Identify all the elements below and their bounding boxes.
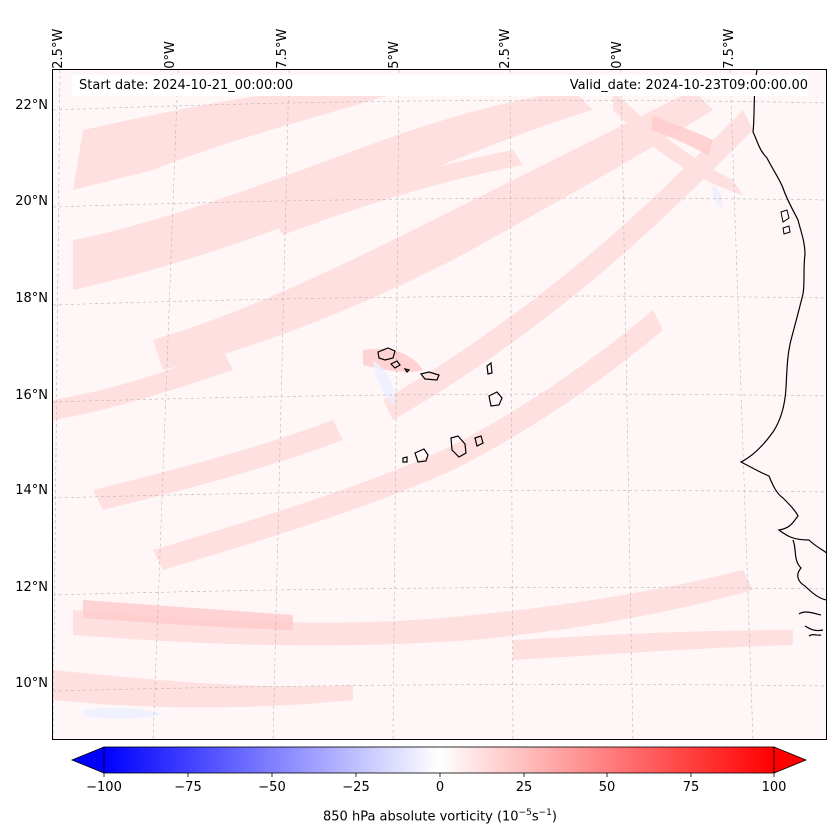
island-outlines xyxy=(377,347,503,463)
lat-tick-18n: 18°N xyxy=(15,291,48,306)
africa-coastline-south xyxy=(792,539,826,637)
date-header-bar xyxy=(72,75,808,96)
colorbar-gradient xyxy=(103,746,775,774)
vorticity-field xyxy=(53,70,826,739)
valid-date-label: Valid_date: 2024-10-23T09:00:00.00 xyxy=(569,78,808,93)
colorbar-tick-neg75: −75 xyxy=(174,780,202,795)
colorbar-min-extend xyxy=(70,746,105,774)
colorbar-tick-50: 50 xyxy=(598,780,616,795)
colorbar-tick-25: 25 xyxy=(515,780,533,795)
colorbar-tick-neg25: −25 xyxy=(342,780,370,795)
map-gridlines xyxy=(53,70,826,739)
lat-tick-12n: 12°N xyxy=(15,580,48,595)
lat-tick-20n: 20°N xyxy=(15,194,48,209)
colorbar-max-extend xyxy=(773,746,808,774)
africa-coastline xyxy=(739,70,826,554)
colorbar-tick-100: 100 xyxy=(761,780,787,795)
colorbar-label: 850 hPa absolute vorticity (10−5s−1) xyxy=(323,808,557,825)
negative-vorticity-patches xyxy=(83,185,723,719)
lat-tick-22n: 22°N xyxy=(15,98,48,113)
colorbar-tick-75: 75 xyxy=(682,780,700,795)
lat-tick-10n: 10°N xyxy=(15,676,48,691)
positive-vorticity-bands xyxy=(53,80,793,708)
map-plot-area xyxy=(52,69,827,740)
colorbar-tick-neg50: −50 xyxy=(258,780,286,795)
colorbar-tick-neg100: −100 xyxy=(86,780,122,795)
lat-tick-14n: 14°N xyxy=(15,483,48,498)
colorbar-tick-0: 0 xyxy=(435,780,445,795)
lat-tick-16n: 16°N xyxy=(15,388,48,403)
coastal-islets xyxy=(780,209,791,235)
colorbar xyxy=(70,746,808,777)
start-date-label: Start date: 2024-10-21_00:00:00 xyxy=(79,78,294,93)
